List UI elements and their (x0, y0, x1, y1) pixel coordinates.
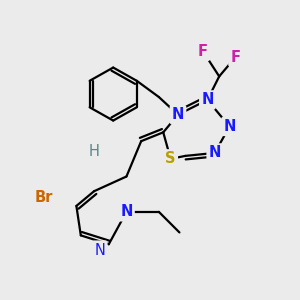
Text: Br: Br (35, 190, 53, 205)
Text: H: H (88, 144, 100, 159)
Text: N: N (120, 204, 133, 219)
Text: F: F (230, 50, 240, 65)
Text: S: S (165, 151, 176, 166)
Text: N: N (223, 119, 236, 134)
Text: N: N (208, 146, 221, 160)
Text: N: N (94, 243, 105, 258)
Text: N: N (201, 92, 214, 107)
Text: F: F (198, 44, 208, 59)
Text: N: N (172, 107, 184, 122)
